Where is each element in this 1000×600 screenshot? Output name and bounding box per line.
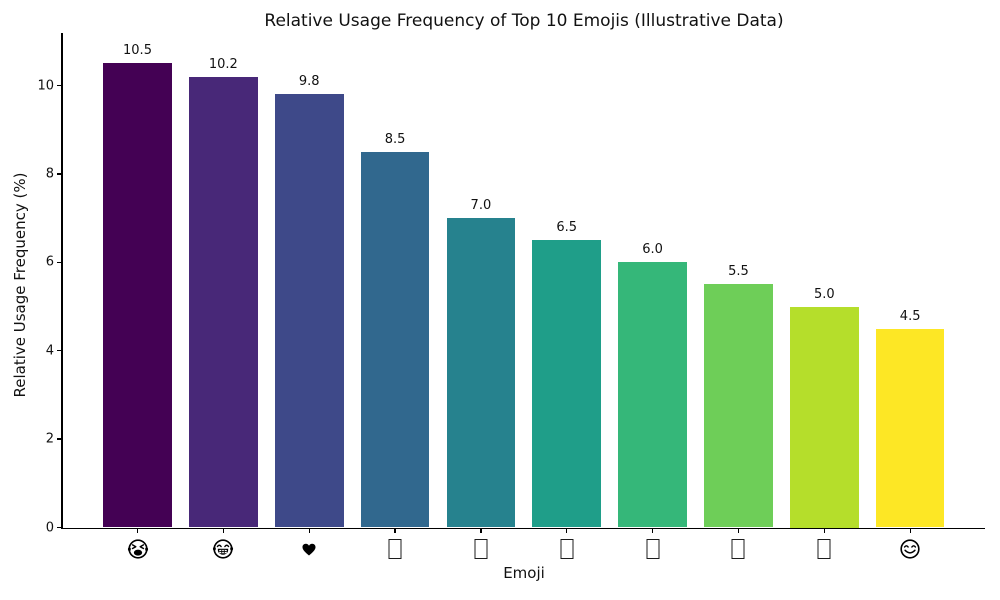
missing-glyph-icon (731, 539, 745, 559)
x-tick-mark (222, 528, 224, 533)
missing-glyph-icon (474, 539, 488, 559)
bar-value-label: 10.2 (208, 56, 238, 72)
x-axis-label: Emoji (503, 564, 545, 582)
bar-3 (274, 94, 344, 528)
y-tick-mark (56, 173, 62, 175)
bar-value-label: 4.5 (899, 308, 921, 324)
missing-glyph-icon (646, 539, 660, 559)
bar-value-label: 5.5 (728, 264, 749, 280)
bar-9 (789, 306, 859, 528)
y-tick-label: 2 (45, 431, 54, 447)
x-tick-mark (823, 528, 825, 533)
bar-value-label: 9.8 (298, 74, 320, 90)
bar-8 (704, 284, 773, 528)
bar-value-label: 6.5 (556, 220, 578, 236)
bar-5 (446, 218, 516, 528)
y-tick-label: 6 (45, 254, 54, 270)
bar-1 (103, 63, 172, 528)
y-tick-mark (56, 261, 62, 263)
y-tick-label: 0 (45, 520, 54, 535)
x-tick-mark (136, 528, 139, 533)
y-tick-mark (56, 84, 62, 87)
y-tick-label: 8 (45, 166, 54, 182)
bar-2 (189, 76, 258, 528)
missing-glyph-icon (388, 539, 402, 559)
y-tick-mark (56, 526, 62, 529)
bar-value-label: 6.0 (642, 242, 663, 258)
black-heart-icon (300, 541, 319, 558)
y-axis-spine (61, 33, 63, 529)
x-tick-mark (394, 528, 396, 533)
chart-title: Relative Usage Frequency of Top 10 Emoji… (264, 11, 784, 31)
missing-glyph-icon (560, 539, 574, 559)
x-tick-mark (480, 528, 482, 533)
bar-value-label: 5.0 (813, 286, 835, 302)
missing-glyph-icon (817, 539, 831, 559)
x-tick-mark (651, 528, 654, 533)
x-axis-spine (61, 527, 986, 529)
bar-value-label: 10.5 (123, 43, 152, 59)
x-tick-mark (737, 528, 740, 533)
y-tick-mark (56, 350, 62, 352)
y-tick-label: 10 (37, 78, 54, 93)
y-tick-label: 4 (45, 343, 54, 359)
bar-7 (618, 262, 687, 528)
bar-value-label: 7.0 (470, 198, 492, 214)
smiling-face-icon (899, 538, 922, 561)
x-tick-mark (308, 528, 310, 533)
face-with-tears-of-joy-icon (212, 538, 235, 561)
y-tick-mark (56, 438, 62, 440)
bar-10 (875, 328, 945, 528)
x-tick-mark (909, 528, 911, 533)
bar-value-label: 8.5 (384, 131, 406, 147)
bar-6 (532, 240, 602, 528)
bar-4 (360, 151, 430, 528)
loudly-crying-face-icon (126, 538, 149, 561)
y-axis-label: Relative Usage Frequency (%) (11, 172, 29, 398)
x-tick-mark (566, 528, 568, 533)
